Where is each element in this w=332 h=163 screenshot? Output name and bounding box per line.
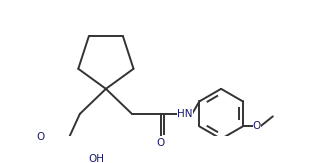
- Text: O: O: [253, 121, 261, 131]
- Text: O: O: [157, 138, 165, 148]
- Text: OH: OH: [89, 154, 105, 163]
- Text: O: O: [36, 132, 44, 142]
- Text: HN: HN: [177, 109, 193, 119]
